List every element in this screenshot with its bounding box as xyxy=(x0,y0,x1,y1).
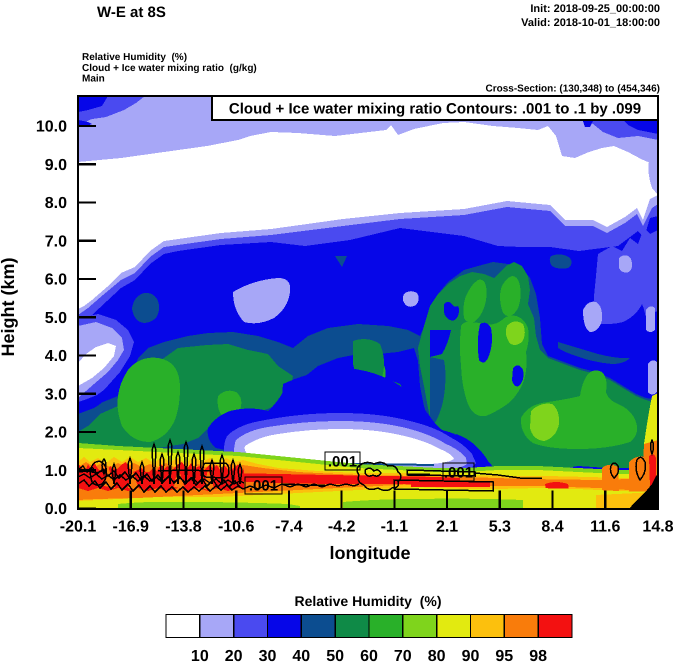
svg-text:.001: .001 xyxy=(249,478,278,495)
svg-text:98: 98 xyxy=(529,648,547,665)
svg-text:50: 50 xyxy=(326,648,344,665)
svg-text:80: 80 xyxy=(428,648,446,665)
svg-text:70: 70 xyxy=(394,648,412,665)
svg-text:60: 60 xyxy=(360,648,378,665)
svg-text:8.0: 8.0 xyxy=(45,195,67,212)
svg-text:Init: 2018-09-25_00:00:00: Init: 2018-09-25_00:00:00 xyxy=(530,3,660,15)
svg-text:-13.8: -13.8 xyxy=(165,519,202,536)
svg-text:95: 95 xyxy=(495,648,513,665)
svg-text:Cross-Section: (130,348) to (4: Cross-Section: (130,348) to (454,346) xyxy=(485,84,660,95)
svg-text:10.0: 10.0 xyxy=(36,119,67,136)
svg-text:Relative Humidity (%): Relative Humidity (%) xyxy=(294,593,441,609)
svg-text:6.0: 6.0 xyxy=(45,272,67,289)
svg-text:-10.6: -10.6 xyxy=(218,519,255,536)
svg-text:2.0: 2.0 xyxy=(45,425,67,442)
svg-text:.001: .001 xyxy=(328,454,357,471)
svg-text:4.0: 4.0 xyxy=(45,348,67,365)
svg-text:90: 90 xyxy=(462,648,480,665)
svg-text:-4.2: -4.2 xyxy=(328,519,356,536)
svg-text:Height (km): Height (km) xyxy=(0,257,18,356)
svg-text:-7.4: -7.4 xyxy=(275,519,303,536)
svg-text:-20.1: -20.1 xyxy=(60,519,97,536)
svg-text:-16.9: -16.9 xyxy=(112,519,149,536)
svg-text:11.6: 11.6 xyxy=(590,519,620,536)
svg-text:Cloud + Ice water mixing ratio: Cloud + Ice water mixing ratio Contours:… xyxy=(229,101,641,118)
svg-text:0.0: 0.0 xyxy=(45,501,67,518)
svg-text:5.0: 5.0 xyxy=(45,310,67,327)
svg-text:10: 10 xyxy=(191,648,209,665)
svg-text:Relative Humidity (%): Relative Humidity (%) xyxy=(82,52,187,63)
svg-text:8.4: 8.4 xyxy=(541,519,563,536)
svg-text:W-E at 8S: W-E at 8S xyxy=(97,4,166,21)
svg-text:7.0: 7.0 xyxy=(45,233,67,250)
svg-text:14.8: 14.8 xyxy=(642,519,673,536)
svg-text:Main: Main xyxy=(82,74,105,85)
svg-text:-1.1: -1.1 xyxy=(381,519,409,536)
svg-text:5.3: 5.3 xyxy=(489,519,511,536)
svg-text:Cloud + Ice water mixing ratio: Cloud + Ice water mixing ratio (g/kg) xyxy=(82,63,257,74)
svg-text:Valid: 2018-10-01_18:00:00: Valid: 2018-10-01_18:00:00 xyxy=(521,17,660,29)
svg-text:9.0: 9.0 xyxy=(45,157,67,174)
svg-text:40: 40 xyxy=(292,648,310,665)
svg-text:20: 20 xyxy=(225,648,243,665)
svg-text:1.0: 1.0 xyxy=(45,463,67,480)
svg-text:longitude: longitude xyxy=(330,543,411,563)
svg-text:3.0: 3.0 xyxy=(45,386,67,403)
svg-text:.001: .001 xyxy=(444,465,473,482)
svg-text:30: 30 xyxy=(259,648,277,665)
svg-text:2.1: 2.1 xyxy=(436,519,458,536)
